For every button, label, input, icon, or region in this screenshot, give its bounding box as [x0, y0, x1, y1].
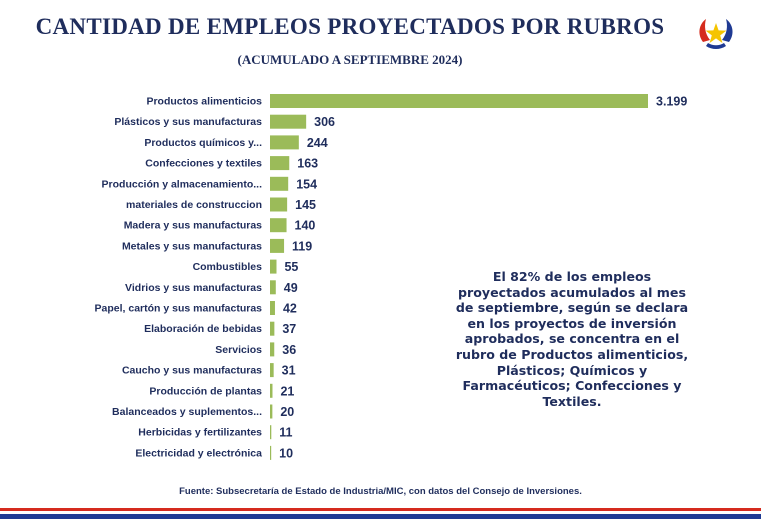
bar — [270, 218, 287, 233]
category-label: Producción y almacenamiento... — [102, 178, 263, 190]
category-label: Plásticos y sus manufacturas — [114, 116, 262, 128]
bar — [270, 156, 290, 171]
category-label: Caucho y sus manufacturas — [122, 365, 262, 377]
chart-subtitle: (ACUMULADO A SEPTIEMBRE 2024) — [237, 52, 463, 67]
category-label: Metales y sus manufacturas — [122, 240, 262, 252]
value-label: 31 — [282, 364, 296, 378]
category-label: Herbicidas y fertilizantes — [138, 427, 262, 439]
emblem-wing-left — [699, 19, 710, 42]
category-label: Producción de plantas — [149, 385, 262, 397]
category-label: Productos químicos y... — [144, 137, 262, 149]
value-label: 244 — [307, 136, 328, 150]
category-label: Productos alimenticios — [146, 96, 262, 108]
bar — [270, 176, 289, 191]
value-label: 20 — [280, 405, 294, 419]
value-label: 140 — [295, 219, 316, 233]
paraguay-emblem-icon — [699, 19, 733, 49]
category-label: Madera y sus manufacturas — [124, 220, 262, 232]
category-label: Servicios — [215, 344, 262, 356]
category-label: Papel, cartón y sus manufacturas — [95, 303, 263, 315]
bar-chart: Productos alimenticios 3.199 Plásticos y s… — [95, 94, 687, 460]
bar — [270, 342, 275, 357]
category-label: materiales de construccion — [126, 199, 262, 211]
footer-stripe-white — [0, 511, 761, 514]
bar — [270, 259, 277, 274]
value-label: 3.199 — [656, 95, 687, 109]
value-label: 42 — [283, 302, 297, 316]
value-label: 21 — [280, 384, 294, 398]
category-label: Confecciones y textiles — [145, 158, 262, 170]
bar — [270, 301, 275, 315]
bar — [270, 363, 274, 378]
emblem-wing-right — [722, 19, 733, 42]
value-label: 36 — [282, 343, 296, 357]
chart-title: CANTIDAD DE EMPLEOS PROYECTADOS POR RUBR… — [35, 14, 665, 39]
category-label: Balanceados y suplementos... — [112, 406, 262, 418]
footer-stripe-red — [0, 508, 761, 511]
bar — [270, 280, 276, 295]
category-label: Elaboración de bebidas — [144, 323, 262, 335]
value-label: 49 — [284, 281, 298, 295]
value-label: 306 — [314, 115, 335, 129]
bar — [270, 425, 272, 440]
bar — [270, 197, 288, 212]
value-label: 145 — [295, 198, 316, 212]
category-label: Electricidad y electrónica — [135, 447, 262, 459]
callout-text: El 82% de los empleos proyectados acumul… — [455, 269, 689, 409]
category-label: Combustibles — [193, 261, 263, 273]
value-label: 154 — [296, 177, 317, 191]
emblem-base — [706, 43, 726, 49]
source-note: Fuente: Subsecretaría de Estado de Indus… — [179, 486, 582, 497]
value-label: 37 — [282, 322, 296, 336]
value-label: 55 — [284, 260, 298, 274]
bar — [270, 238, 285, 253]
category-label: Vidrios y sus manufacturas — [125, 282, 262, 294]
footer-stripe-blue — [0, 514, 761, 519]
value-label: 11 — [279, 426, 292, 440]
value-label: 119 — [292, 239, 312, 253]
bar — [270, 114, 307, 129]
bar — [270, 135, 299, 150]
emblem-star — [705, 23, 727, 43]
bar — [270, 321, 275, 336]
bar — [270, 94, 648, 108]
value-label: 10 — [279, 446, 293, 460]
bar — [270, 445, 272, 460]
bar — [270, 404, 273, 419]
value-label: 163 — [297, 157, 318, 171]
bar — [270, 383, 273, 398]
